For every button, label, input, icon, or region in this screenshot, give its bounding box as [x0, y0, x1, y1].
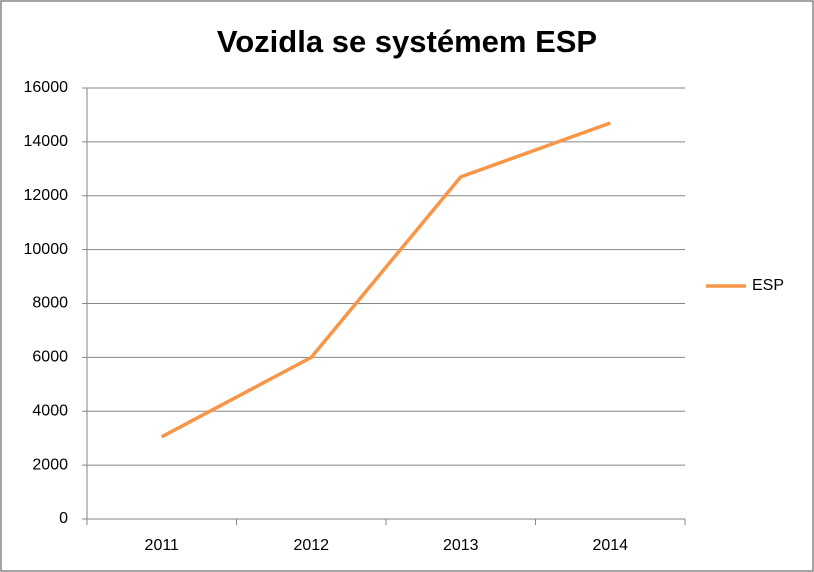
y-tick-label: 4000: [32, 402, 68, 419]
y-tick-label: 8000: [32, 295, 68, 312]
y-tick-label: 14000: [24, 133, 69, 150]
line-series: [160, 121, 611, 439]
x-tick-label: 2012: [293, 537, 329, 554]
chart-title: Vozidla se systémem ESP: [217, 24, 597, 59]
x-tick-label: 2014: [592, 537, 628, 554]
y-tick-label: 12000: [24, 187, 69, 204]
y-tick-label: 2000: [32, 456, 68, 473]
y-tick-label: 0: [59, 510, 68, 527]
legend-label: ESP: [752, 277, 784, 294]
y-tick-label: 10000: [24, 241, 69, 258]
y-tick-label: 16000: [24, 79, 69, 96]
y-tick-label: 6000: [32, 349, 68, 366]
x-tick-label: 2011: [145, 537, 180, 554]
x-tick-label: 2013: [443, 537, 479, 554]
